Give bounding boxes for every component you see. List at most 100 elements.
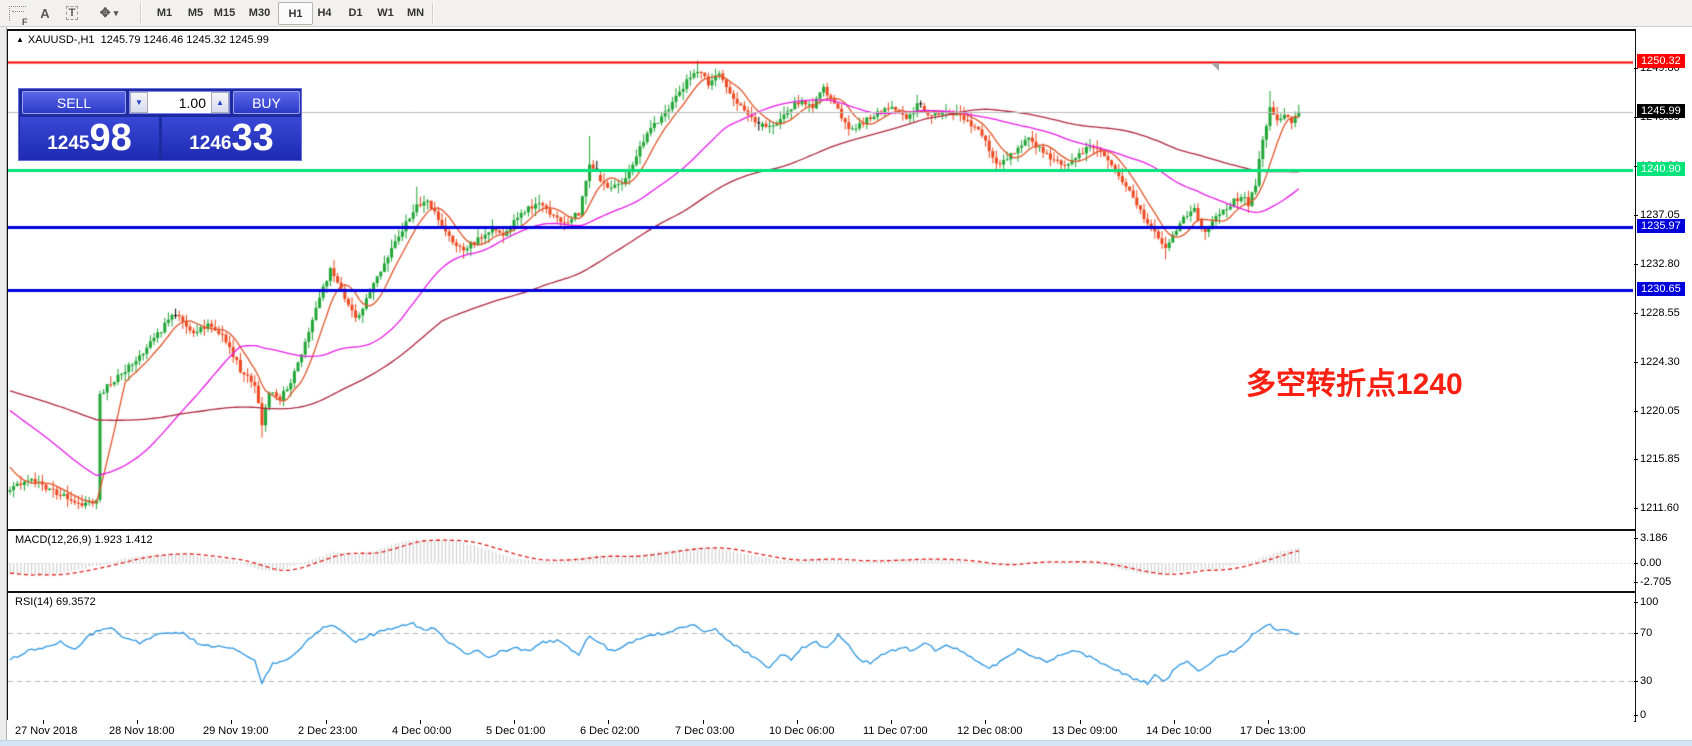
time-axis[interactable]: 27 Nov 2018 28 Nov 18:00 29 Nov 19:00 2 Dec… [7, 720, 1634, 740]
macd-canvas[interactable] [8, 531, 1633, 589]
timeframe-button-m30[interactable]: M30 [248, 6, 271, 19]
macd-axis-label: 3.186 [1640, 532, 1668, 544]
fibo-tool-icon[interactable] [6, 3, 28, 27]
macd-axis-label: -2.705 [1640, 576, 1672, 588]
price-axis-label: 1215.85 [1640, 453, 1680, 465]
buy-price-small: 1246 [189, 132, 232, 154]
symbol-arrow-icon: ▲ [16, 35, 24, 44]
timeframe-button-d1[interactable]: D1 [348, 6, 363, 19]
toolbar-separator-2 [432, 3, 434, 23]
price-level-badge: 1235.97 [1637, 219, 1685, 233]
buy-button[interactable]: BUY [233, 91, 300, 114]
window-left-frame [0, 27, 7, 740]
ohlc-values: 1245.79 1246.46 1245.32 1245.99 [100, 34, 269, 46]
axis-tick [1634, 508, 1638, 509]
price-axis-label: 1237.05 [1640, 209, 1680, 221]
text-label-tool-icon[interactable]: A [40, 5, 50, 21]
time-axis-label: 27 Nov 2018 [15, 725, 78, 737]
price-level-badge: 1245.99 [1637, 104, 1685, 118]
time-axis-label: 4 Dec 00:00 [392, 725, 452, 737]
timeframe-button-h1[interactable]: H1 [278, 2, 313, 25]
price-level-badge: 1240.90 [1637, 162, 1685, 176]
chart-shift-marker[interactable] [1211, 63, 1219, 71]
time-axis-label: 14 Dec 10:00 [1146, 725, 1212, 737]
buy-price-display[interactable]: 1246 33 [162, 117, 301, 160]
time-tick [43, 720, 44, 724]
status-strip [0, 740, 1692, 746]
price-chart-panel: ▲ XAUUSD-,H1 1245.79 1246.46 1245.32 1245… [7, 29, 1636, 530]
timeframe-button-m1[interactable]: M1 [156, 6, 173, 19]
axis-tick [1634, 602, 1638, 603]
dropdown-caret-icon: ▾ [113, 7, 119, 18]
price-level-badge: 1230.65 [1637, 282, 1685, 296]
price-axis-label: 1220.05 [1640, 405, 1680, 417]
axis-tick [1634, 264, 1638, 265]
timeframe-button-m5[interactable]: M5 [187, 6, 204, 19]
axis-tick [1634, 582, 1638, 583]
price-level-badge: 1250.32 [1637, 54, 1685, 68]
timeframe-button-mn[interactable]: MN [406, 6, 425, 19]
chart-title: ▲ XAUUSD-,H1 1245.79 1246.46 1245.32 1245… [16, 34, 269, 46]
time-axis-label: 13 Dec 09:00 [1052, 725, 1118, 737]
time-tick [137, 720, 138, 724]
time-tick [985, 720, 986, 724]
toolbar-separator [140, 3, 142, 23]
axis-tick [1634, 117, 1638, 118]
time-axis-label: 10 Dec 06:00 [769, 725, 835, 737]
volume-up-button[interactable]: ▲ [211, 92, 229, 113]
axis-tick [1634, 68, 1638, 69]
time-axis-label: 11 Dec 07:00 [863, 725, 928, 737]
sell-price-small: 1245 [47, 132, 90, 154]
price-axis[interactable]: 1249.801245.551241.301237.051232.801228.… [1634, 0, 1692, 746]
timeframe-button-h4[interactable]: H4 [317, 6, 332, 19]
macd-axis-label: 0.00 [1640, 557, 1662, 569]
axis-tick [1634, 362, 1638, 363]
rsi-axis-label: 30 [1640, 675, 1653, 687]
axis-tick [1634, 563, 1638, 564]
rsi-canvas[interactable] [8, 593, 1633, 719]
time-tick [608, 720, 609, 724]
axis-tick [1634, 313, 1638, 314]
time-tick [891, 720, 892, 724]
time-axis-label: 7 Dec 03:00 [675, 725, 735, 737]
rsi-panel: RSI(14) 69.3572 [7, 592, 1636, 722]
volume-down-button[interactable]: ▼ [130, 92, 148, 113]
rsi-value: 69.3572 [55, 596, 96, 608]
timeframe-button-m15[interactable]: M15 [213, 6, 236, 19]
sell-price-display[interactable]: 1245 98 [20, 117, 159, 160]
rsi-axis-label: 0 [1640, 709, 1647, 721]
time-axis-label: 28 Nov 18:00 [109, 725, 175, 737]
time-tick [1080, 720, 1081, 724]
time-tick [797, 720, 798, 724]
chart-annotation-text: 多空转折点1240 [1246, 368, 1463, 401]
sell-button[interactable]: SELL [22, 91, 126, 114]
macd-label: MACD(12,26,9) 1.923 1.412 [15, 534, 153, 546]
rsi-label: RSI(14) 69.3572 [15, 596, 96, 608]
axis-tick [1634, 215, 1638, 216]
time-axis-label: 17 Dec 13:00 [1240, 725, 1306, 737]
time-axis-label: 29 Nov 19:00 [203, 725, 269, 737]
rsi-axis-label: 70 [1640, 627, 1653, 639]
macd-values: 1.923 1.412 [94, 534, 153, 546]
time-tick [420, 720, 421, 724]
time-tick [1174, 720, 1175, 724]
symbol-period-label: XAUUSD-,H1 [27, 34, 95, 46]
text-box-tool-icon[interactable]: T [62, 3, 82, 23]
sell-price-big: 98 [89, 117, 132, 159]
axis-tick [1634, 633, 1638, 634]
arrows-tool-icon[interactable]: ✥ ▾ [99, 5, 119, 20]
toolbar: A T ✥▾ M1 M5 M15 M30 H1 H4 D1 W1 MN [0, 0, 1692, 27]
time-axis-label: 5 Dec 01:00 [486, 725, 546, 737]
price-axis-label: 1228.55 [1640, 307, 1680, 319]
axis-tick [1634, 538, 1638, 539]
timeframe-button-w1[interactable]: W1 [377, 6, 394, 19]
volume-input[interactable] [148, 92, 211, 113]
macd-panel: MACD(12,26,9) 1.923 1.412 [7, 530, 1636, 592]
price-axis-label: 1232.80 [1640, 258, 1680, 270]
axis-tick [1634, 459, 1638, 460]
time-tick [326, 720, 327, 724]
axis-tick [1634, 681, 1638, 682]
axis-tick [1634, 411, 1638, 412]
